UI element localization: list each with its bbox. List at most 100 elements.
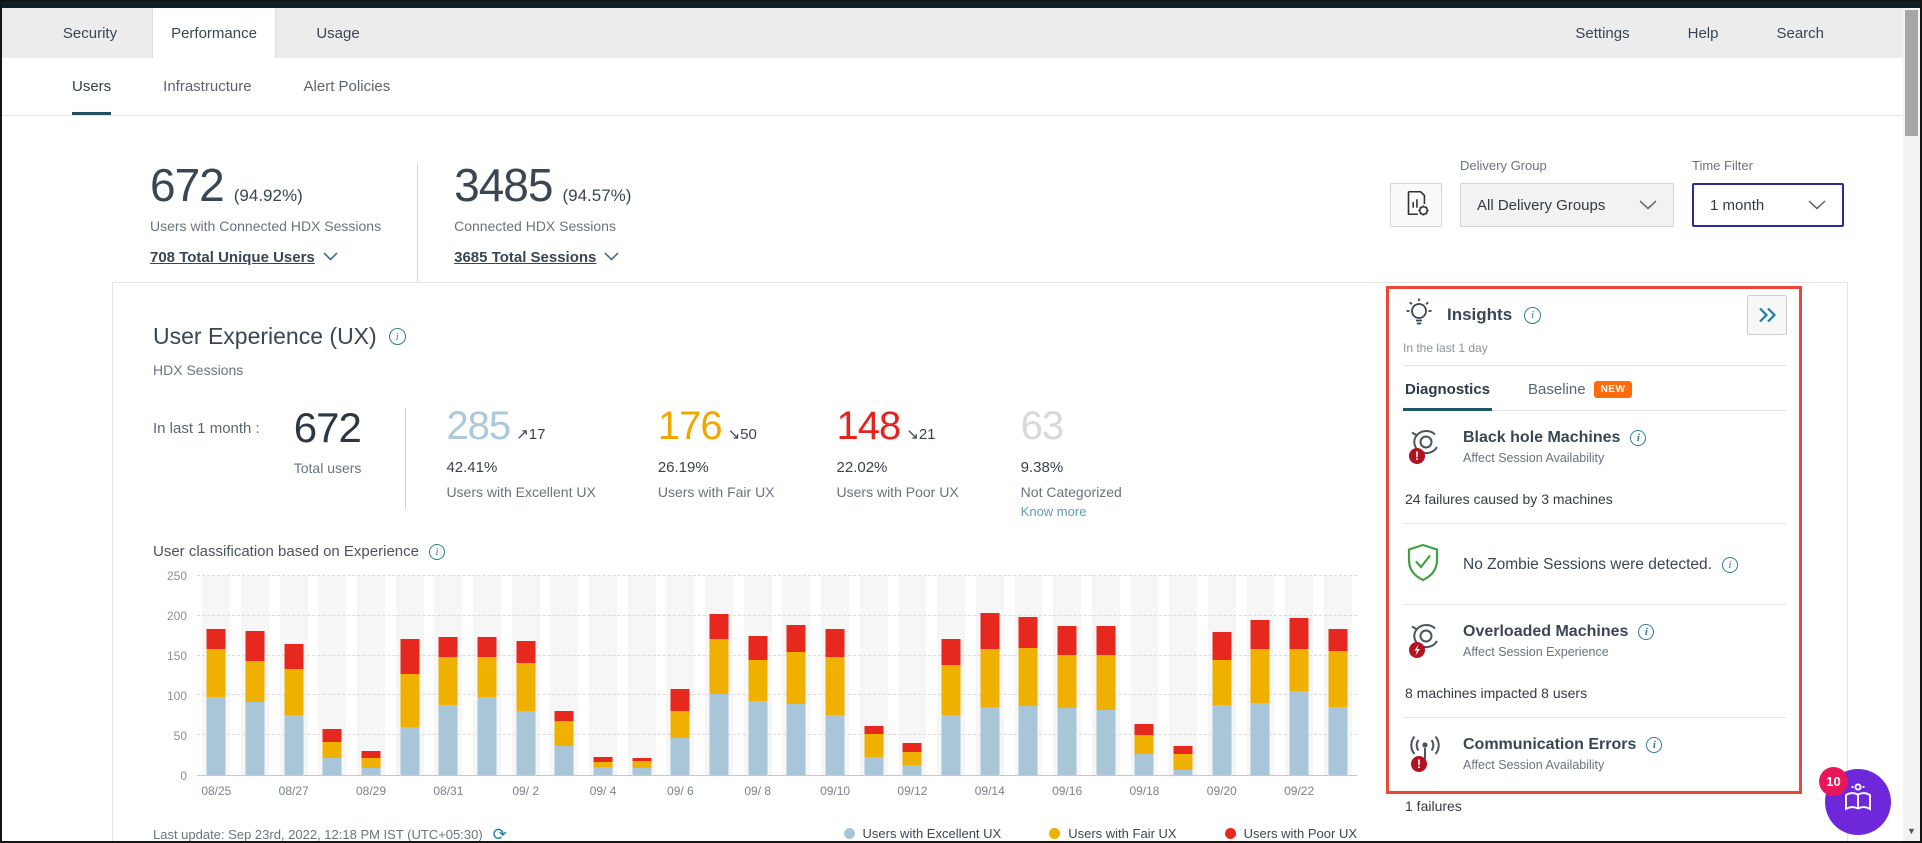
settings-link[interactable]: Settings	[1575, 24, 1630, 42]
subnav-item-users[interactable]: Users	[72, 58, 112, 115]
overloaded-machine-icon	[1405, 622, 1445, 669]
bar-segment	[1134, 735, 1154, 755]
total-unique-users-link[interactable]: 708 Total Unique Users	[150, 248, 315, 266]
guided-help-button[interactable]: 10	[1819, 767, 1891, 835]
bar-slot-08-27: 08/27	[274, 576, 313, 798]
chevron-down-icon	[1808, 197, 1826, 214]
insight-title: No Zombie Sessions were detected.	[1463, 556, 1712, 573]
insight-zombie-sessions[interactable]: No Zombie Sessions were detected.	[1403, 524, 1787, 605]
bar-slot-08-25: 08/25	[197, 576, 236, 798]
scroll-down-arrow[interactable]: ▼	[1907, 826, 1916, 836]
bar-segment	[1289, 649, 1309, 691]
stacked-bar	[670, 576, 690, 775]
lightbulb-icon	[1403, 297, 1435, 334]
insight-body: 1 failures	[1405, 798, 1462, 814]
bar-slot-09-21	[1241, 576, 1280, 775]
stacked-bar	[400, 576, 420, 775]
chart-title: User classification based on Experience	[153, 543, 419, 560]
info-icon[interactable]	[388, 328, 406, 345]
stacked-bar	[1250, 576, 1270, 775]
x-tick-label: 09/10	[820, 784, 851, 798]
subnav-item-infrastructure[interactable]: Infrastructure	[163, 78, 252, 95]
help-link[interactable]: Help	[1687, 24, 1719, 42]
insight-communication-errors[interactable]: ! Communication Errors Affect Session Av…	[1403, 718, 1787, 830]
collapse-panel-button[interactable]	[1747, 295, 1787, 335]
bar-segment	[284, 643, 304, 670]
report-gear-icon	[1401, 188, 1431, 223]
x-tick-label: 09/ 4	[589, 784, 617, 798]
search-link[interactable]: Search	[1776, 24, 1824, 42]
bar-segment	[593, 756, 613, 763]
chevron-down-icon[interactable]	[604, 248, 619, 266]
know-more-link[interactable]: Know more	[1020, 504, 1087, 519]
insights-tabs: Diagnostics Baseline NEW	[1403, 368, 1787, 411]
top-navigation: Security Performance Usage Settings Help…	[2, 8, 1920, 58]
bar-segment	[284, 669, 304, 715]
total-sessions-link[interactable]: 3685 Total Sessions	[454, 248, 597, 266]
legend-dot	[1049, 828, 1061, 839]
bar-slot-09-18: 09/18	[1125, 576, 1164, 798]
insight-overloaded-machines[interactable]: Overloaded Machines Affect Session Exper…	[1403, 605, 1787, 718]
bar-slot-09-11	[854, 576, 893, 775]
info-icon[interactable]	[1630, 430, 1647, 446]
legend-item[interactable]: Users with Poor UX(Score: 1-40)	[1224, 826, 1357, 841]
info-icon[interactable]	[1721, 557, 1738, 573]
bar-slot-09-2: 09/ 2	[506, 576, 545, 798]
bar-segment	[902, 765, 922, 775]
x-tick-label: 09/20	[1206, 784, 1237, 798]
info-icon[interactable]	[1524, 306, 1542, 324]
legend-item[interactable]: Users with Excellent UX(Score: 71-100)	[843, 826, 1001, 841]
info-icon[interactable]	[1646, 737, 1663, 753]
bar-segment	[206, 628, 226, 650]
time-filter-label: Time Filter	[1692, 158, 1753, 173]
bar-segment	[632, 758, 652, 761]
tab-diagnostics[interactable]: Diagnostics	[1403, 368, 1493, 411]
bar-slot-09-1	[468, 576, 507, 775]
tab-performance[interactable]: Performance	[152, 8, 276, 58]
connected-users-label: Users with Connected HDX Sessions	[150, 218, 382, 234]
refresh-icon[interactable]: ⟳	[492, 825, 507, 843]
chart-plot: 08/25 08/27 08/29 08/31 09/ 2 09/ 4 09/ 6 09/ 8…	[197, 575, 1357, 798]
time-filter: Time Filter 1 month	[1692, 158, 1844, 227]
tab-baseline[interactable]: Baseline NEW	[1526, 368, 1634, 411]
bar-segment	[245, 661, 265, 702]
legend-item[interactable]: Users with Fair UX(Score: 41-70)	[1049, 826, 1177, 841]
export-report-button[interactable]	[1390, 183, 1442, 227]
total-users-value: 672	[293, 404, 362, 451]
bar-slot-09-8: 09/ 8	[738, 576, 777, 798]
x-tick-label: 08/27	[278, 784, 309, 798]
sub-navigation: Users Infrastructure Alert Policies	[2, 58, 1920, 116]
stacked-bar	[825, 576, 845, 775]
stacked-bar	[1289, 576, 1309, 775]
bar-segment	[400, 727, 420, 775]
connected-users-stat: 672 (94.92%) Users with Connected HDX Se…	[150, 158, 381, 266]
bar-segment	[980, 707, 1000, 775]
notification-badge: 10	[1819, 767, 1848, 796]
ux-panel-subtitle: HDX Sessions	[153, 362, 244, 378]
tab-usage[interactable]: Usage	[316, 24, 360, 42]
last-update-text: Last update: Sep 23rd, 2022, 12:18 PM IS…	[153, 827, 483, 842]
tab-baseline-label: Baseline	[1528, 381, 1586, 398]
bar-segment	[400, 673, 420, 728]
bar-segment	[438, 636, 458, 658]
info-icon[interactable]	[428, 543, 445, 560]
bar-segment	[477, 636, 497, 658]
insight-black-hole-machines[interactable]: ! Black hole Machines Affect Session Ava…	[1403, 411, 1787, 524]
subnav-item-alert-policies[interactable]: Alert Policies	[303, 78, 391, 95]
bar-segment	[1212, 631, 1232, 660]
scrollbar-thumb[interactable]	[1905, 10, 1918, 136]
connected-sessions-stat: 3485 (94.57%) Connected HDX Sessions 368…	[454, 158, 631, 266]
delivery-group-dropdown[interactable]: All Delivery Groups	[1460, 183, 1674, 227]
chevron-down-icon[interactable]	[323, 248, 338, 266]
stacked-bar	[1328, 576, 1348, 775]
bar-segment	[361, 751, 381, 758]
time-filter-dropdown[interactable]: 1 month	[1692, 183, 1844, 227]
bar-segment	[245, 701, 265, 775]
insight-title: Black hole Machines	[1463, 429, 1621, 446]
vertical-scrollbar[interactable]: ▼	[1903, 8, 1920, 841]
tab-security[interactable]: Security	[62, 24, 118, 42]
bar-slot-08-30	[390, 576, 429, 775]
bar-segment	[632, 760, 652, 768]
info-icon[interactable]	[1638, 624, 1655, 640]
